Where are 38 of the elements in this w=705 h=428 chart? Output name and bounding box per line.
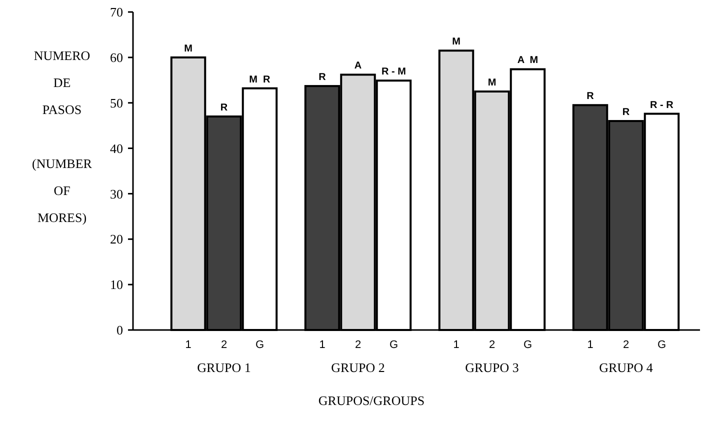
- data-label: R - M: [382, 66, 406, 78]
- text: 1: [453, 339, 460, 351]
- text: G: [523, 339, 532, 351]
- data-label: A M: [517, 55, 538, 66]
- y-tick-label: 20: [110, 232, 123, 247]
- text: 2: [622, 339, 630, 351]
- x-tick-label: GRUPO 3: [465, 360, 519, 375]
- text: NUMERO DE PASOS (NUMBER OF MORES): [32, 48, 92, 225]
- x-tick-label: GRUPO 2: [331, 360, 385, 375]
- series-label: 1: [185, 339, 192, 351]
- text: G: [389, 339, 398, 351]
- data-label: R - R: [650, 100, 674, 111]
- data-label: R: [622, 107, 630, 118]
- data-label: M: [184, 43, 192, 54]
- x-tick-label: GRUPO 4: [599, 360, 654, 375]
- text: 2: [354, 339, 362, 351]
- y-tick-label: 40: [110, 140, 123, 156]
- y-tick-label: 70: [110, 4, 123, 20]
- y-tick-label: 60: [110, 50, 123, 65]
- data-label: R: [220, 102, 228, 114]
- text: 1: [319, 339, 326, 351]
- data-label: R: [586, 91, 595, 102]
- data-label: M: [452, 36, 460, 48]
- y-tick-label: 30: [110, 186, 123, 202]
- y-tick-label: 0: [116, 322, 123, 338]
- data-label: M: [488, 78, 496, 88]
- data-label: R: [318, 72, 327, 84]
- data-label: M R: [249, 74, 272, 86]
- text: 2: [488, 339, 496, 351]
- y-tick-label: 10: [110, 277, 123, 292]
- series-label: 2: [220, 339, 228, 351]
- y-tick-label: 50: [110, 95, 123, 110]
- x-axis-title: GRUPOS/GROUPS: [318, 393, 425, 408]
- series-label: G: [255, 339, 264, 351]
- text: 1: [587, 339, 594, 351]
- x-tick-label: GRUPO 1: [197, 360, 251, 375]
- text: G: [657, 339, 666, 351]
- data-label: A: [354, 60, 362, 72]
